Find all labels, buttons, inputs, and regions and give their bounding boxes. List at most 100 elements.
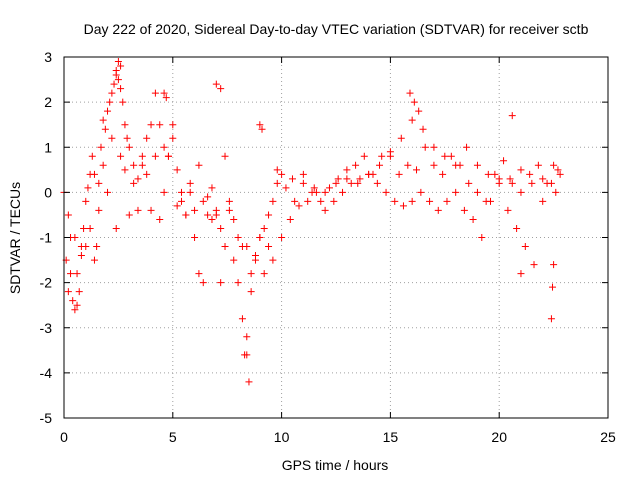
- data-point: [258, 125, 266, 133]
- data-point: [491, 170, 499, 178]
- data-point: [182, 211, 190, 219]
- data-point: [143, 134, 151, 142]
- data-point: [473, 188, 481, 196]
- data-point: [269, 256, 277, 264]
- data-point: [106, 98, 114, 106]
- data-point: [288, 175, 296, 183]
- data-point: [160, 188, 168, 196]
- x-tick-label: 25: [600, 429, 616, 445]
- x-tick-label: 5: [169, 429, 177, 445]
- data-point: [550, 161, 558, 169]
- data-point: [415, 107, 423, 115]
- grid-lines: [64, 57, 608, 418]
- data-point: [243, 333, 251, 341]
- data-point: [64, 288, 72, 296]
- data-point: [186, 179, 194, 187]
- data-point: [191, 206, 199, 214]
- data-point: [225, 197, 233, 205]
- data-point: [310, 184, 318, 192]
- data-point: [482, 197, 490, 205]
- data-point: [93, 243, 101, 251]
- data-point: [147, 206, 155, 214]
- data-point: [508, 112, 516, 120]
- data-point: [80, 224, 88, 232]
- data-point: [130, 179, 138, 187]
- data-point: [291, 197, 299, 205]
- data-point: [530, 261, 538, 269]
- data-point: [500, 157, 508, 165]
- y-tick-label: -5: [40, 410, 53, 426]
- data-point: [82, 243, 90, 251]
- data-point: [299, 179, 307, 187]
- data-point: [134, 175, 142, 183]
- x-tick-label: 0: [60, 429, 68, 445]
- data-point: [508, 179, 516, 187]
- data-point: [110, 80, 118, 88]
- data-point: [556, 170, 564, 178]
- data-point: [191, 234, 199, 241]
- data-point: [238, 243, 246, 251]
- data-point: [169, 134, 177, 142]
- data-point: [539, 175, 547, 183]
- data-point: [484, 170, 492, 178]
- x-tick-label: 15: [383, 429, 399, 445]
- y-tick-labels: -5 -4 -3 -2 -1 0 1 2 3: [40, 49, 53, 426]
- data-point: [265, 211, 273, 219]
- data-point: [343, 166, 351, 174]
- data-point: [443, 197, 451, 205]
- data-point: [251, 252, 259, 260]
- data-point: [147, 121, 155, 129]
- x-tick-label: 20: [491, 429, 507, 445]
- data-point: [247, 270, 255, 278]
- data-point: [317, 197, 325, 205]
- data-point: [517, 166, 525, 174]
- data-point: [321, 188, 329, 196]
- data-point: [421, 143, 429, 151]
- data-point: [67, 270, 75, 278]
- data-point: [73, 270, 81, 278]
- data-point: [86, 224, 94, 232]
- data-point: [143, 170, 151, 178]
- y-tick-label: 0: [44, 184, 52, 200]
- data-point: [221, 152, 229, 160]
- y-tick-label: 2: [44, 94, 52, 110]
- x-tick-labels: 0 5 10 15 20 25: [60, 429, 616, 445]
- data-point: [195, 161, 203, 169]
- data-point: [238, 315, 246, 323]
- data-point: [547, 315, 555, 323]
- data-point: [64, 211, 72, 219]
- data-point: [84, 184, 92, 192]
- y-tick-label: 1: [44, 139, 52, 155]
- data-point: [260, 224, 268, 232]
- data-point: [125, 143, 133, 151]
- data-point: [112, 224, 120, 232]
- data-point: [241, 351, 249, 359]
- data-point: [119, 98, 127, 106]
- data-point: [410, 98, 418, 106]
- data-point: [195, 270, 203, 278]
- data-point: [217, 279, 225, 287]
- y-tick-label: -3: [40, 320, 53, 336]
- data-point: [299, 170, 307, 178]
- data-point: [69, 297, 77, 305]
- y-axis-label: SDTVAR / TECUs: [7, 182, 23, 294]
- data-point: [419, 125, 427, 133]
- data-point: [413, 166, 421, 174]
- data-point: [117, 152, 125, 160]
- data-point: [212, 80, 220, 88]
- data-point: [278, 170, 286, 178]
- data-point: [123, 134, 131, 142]
- data-point: [521, 243, 529, 251]
- data-point: [199, 279, 207, 287]
- data-point: [208, 215, 216, 223]
- data-point: [286, 215, 294, 223]
- data-point: [308, 188, 316, 196]
- data-point: [208, 184, 216, 192]
- data-point: [90, 256, 98, 264]
- data-point: [121, 121, 129, 129]
- data-point: [104, 107, 112, 115]
- data-point: [373, 179, 381, 187]
- data-point: [404, 161, 412, 169]
- data-point: [430, 143, 438, 151]
- data-point: [138, 152, 146, 160]
